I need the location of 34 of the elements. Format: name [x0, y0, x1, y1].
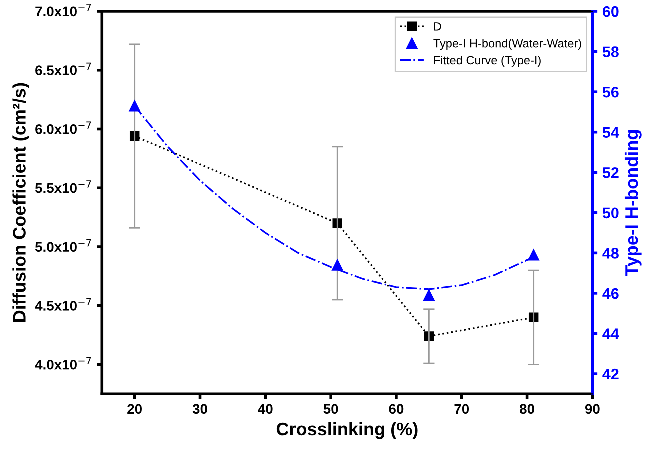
x-tick-label: 40 [258, 404, 273, 414]
point [528, 250, 540, 261]
y2-tick-label: 52 [602, 168, 619, 178]
x-axis-title: Crosslinking (%) [276, 422, 418, 440]
y2-tick-label: 54 [602, 127, 620, 138]
y2-tick-label: 56 [602, 86, 619, 98]
y2-tick-label: 60 [602, 6, 619, 18]
x-tick-label: 60 [389, 404, 404, 414]
y-tick-label: 4.0x10$^{−7}$ [35, 357, 92, 370]
y-tick-label: 6.5x10$^{−7}$ [36, 62, 92, 76]
legend-label: Fitted Curve (Type-I) [434, 56, 541, 67]
y2-tick-label: 44 [602, 328, 620, 340]
y-tick-label: 6.0x10$^{−7}$ [36, 122, 92, 134]
y-tick-label: 4.5x10$^{−7}$ [35, 298, 92, 311]
x-tick-label: 80 [520, 404, 534, 414]
y-tick-label: 5.0x10$^{−7}$ [35, 240, 92, 252]
y2-tick-label: 50 [602, 208, 619, 219]
x-tick-label: 50 [324, 404, 338, 414]
x-tick-label: 20 [128, 404, 142, 414]
point [424, 290, 435, 302]
y-axis-title: Diffusion Coefficient (cm²/s) [12, 83, 30, 322]
y2-axis-title: Type-I H-bonding [624, 130, 642, 276]
y2-tick-label: 42 [602, 368, 619, 380]
x-tick-label: 70 [454, 404, 470, 414]
legend-label: Type-I H-bond(Water-Water) [434, 39, 582, 50]
x-tick-label: 90 [585, 404, 600, 414]
point [332, 260, 344, 271]
y-tick-label: 5.5x10$^{−7}$ [35, 180, 92, 194]
y2-tick-label: 46 [602, 288, 619, 300]
y-tick-label: 7.0x10$^{−7}$ [36, 4, 92, 17]
y2-tick-label: 58 [602, 46, 619, 58]
x-tick-label: 30 [192, 404, 208, 414]
y2-tick-label: 48 [602, 248, 619, 259]
legend-label: D [434, 22, 442, 31]
